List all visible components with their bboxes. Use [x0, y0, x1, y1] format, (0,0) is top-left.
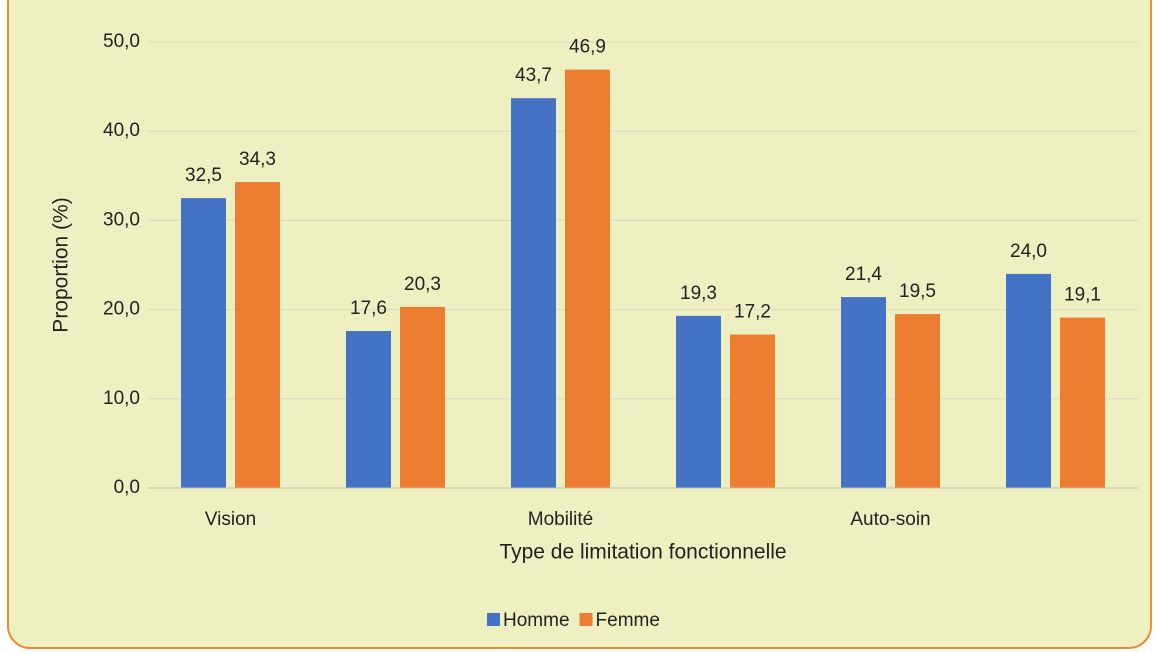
bar	[181, 198, 226, 488]
y-tick-label: 50,0	[103, 31, 140, 52]
bar	[400, 306, 445, 488]
data-label: 34,3	[239, 149, 276, 170]
bar	[511, 98, 556, 489]
y-tick-label: 10,0	[103, 388, 140, 409]
x-tick-label: Auto-soin	[850, 509, 930, 530]
data-label: 19,3	[680, 283, 717, 304]
y-axis-title: Proportion (%)	[50, 197, 73, 332]
data-label: 46,9	[569, 37, 606, 58]
bar	[346, 331, 391, 488]
bar	[1006, 273, 1051, 488]
data-label: 19,5	[899, 281, 936, 302]
bar	[676, 315, 721, 488]
bar	[565, 69, 610, 488]
data-label: 17,6	[350, 298, 387, 319]
legend-swatch	[487, 613, 500, 626]
legend-label: Femme	[596, 610, 660, 631]
x-tick-label: Mobilité	[528, 509, 593, 530]
data-label: 19,1	[1064, 285, 1101, 306]
data-label: 24,0	[1010, 241, 1047, 262]
data-label: 20,3	[404, 274, 441, 295]
data-label: 17,2	[734, 302, 771, 323]
x-axis-title: Type de limitation fonctionnelle	[499, 541, 786, 564]
y-tick-label: 30,0	[103, 209, 140, 230]
data-label: 43,7	[515, 65, 552, 86]
legend-label: Homme	[503, 610, 570, 631]
bar	[235, 182, 280, 488]
bar	[841, 297, 886, 488]
legend-swatch	[579, 613, 593, 626]
bar	[730, 334, 775, 488]
data-label: 21,4	[845, 264, 882, 285]
bar	[895, 314, 940, 488]
data-label: 32,5	[185, 165, 222, 186]
y-tick-label: 20,0	[103, 299, 140, 320]
x-tick-label: Vision	[205, 509, 256, 530]
bar	[1060, 317, 1105, 488]
y-tick-label: 0,0	[114, 477, 140, 498]
y-tick-label: 40,0	[103, 120, 140, 141]
